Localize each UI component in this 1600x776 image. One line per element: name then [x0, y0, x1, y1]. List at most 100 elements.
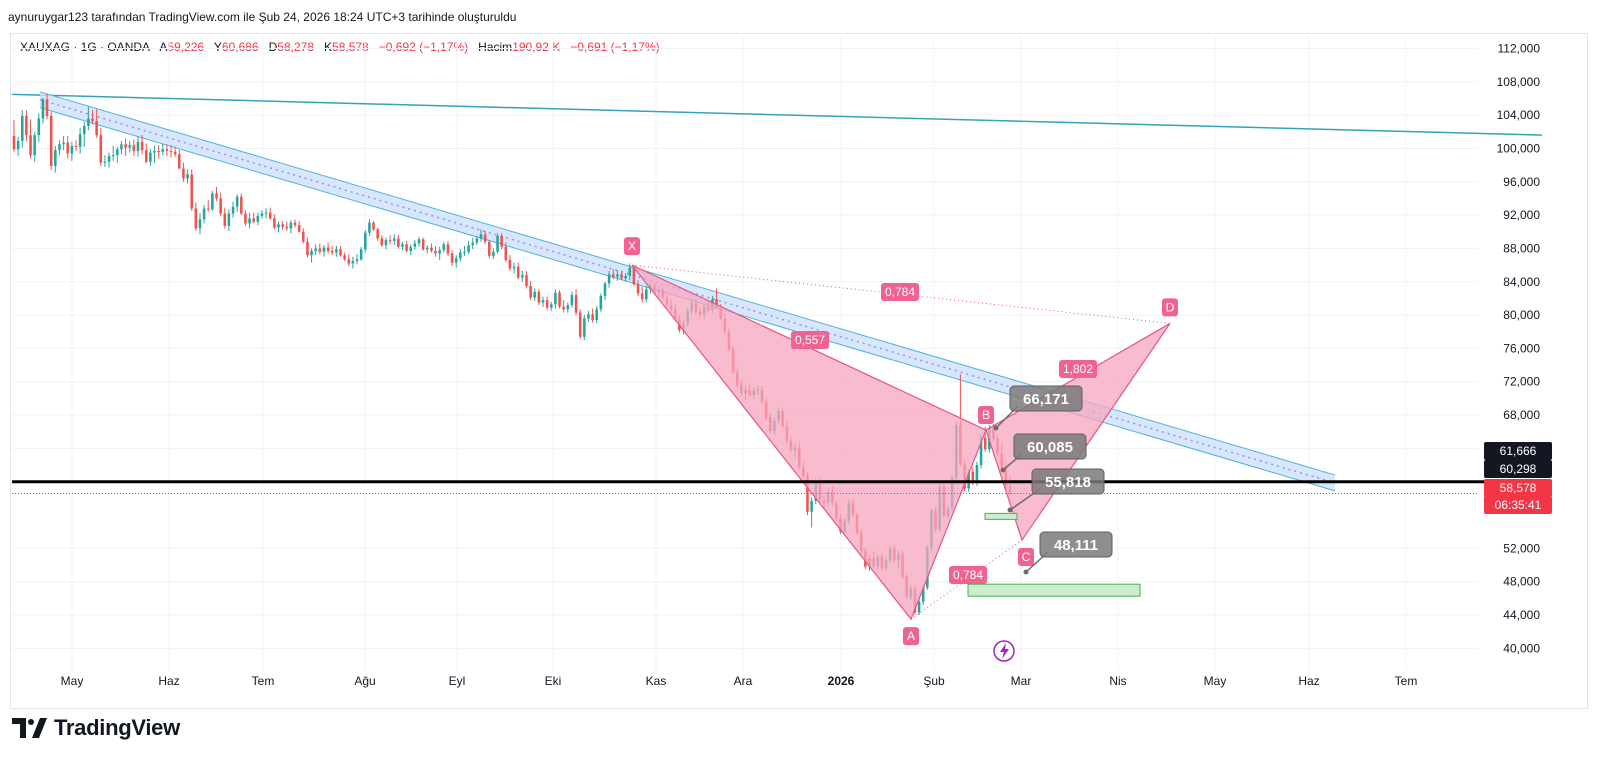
- candle: [297, 220, 301, 233]
- x-axis-tick-label: Tem: [252, 674, 275, 688]
- pattern-point-label: A: [903, 627, 919, 646]
- candle-body: [355, 259, 359, 261]
- candle: [537, 289, 541, 306]
- candle-body: [640, 293, 644, 300]
- candle: [558, 290, 561, 309]
- candle-body: [421, 239, 425, 250]
- candle-body: [202, 208, 206, 220]
- candle-body: [463, 251, 466, 253]
- pattern-point-label: B: [978, 406, 994, 425]
- candle-body: [314, 248, 317, 251]
- price-tag: 58,578: [1484, 479, 1552, 497]
- candle-body: [318, 248, 322, 252]
- ratio-label-box: [1059, 360, 1097, 378]
- candle: [322, 245, 326, 257]
- candle: [545, 296, 549, 311]
- candle-body: [173, 151, 177, 155]
- candle: [240, 193, 243, 216]
- price-callout: 48,111: [1023, 531, 1113, 575]
- candle: [186, 169, 189, 184]
- candle-body: [521, 275, 524, 278]
- candle-body: [211, 193, 214, 210]
- candle-body: [12, 135, 16, 150]
- candle-body: [91, 118, 94, 121]
- candle-body: [372, 222, 375, 230]
- y-axis-tick-label: 88,000: [1503, 241, 1540, 255]
- candle: [388, 235, 392, 245]
- candle: [107, 152, 111, 168]
- candle: [434, 245, 437, 257]
- candle-body: [306, 241, 309, 256]
- ratio-label-box: [791, 331, 829, 349]
- tradingview-logo[interactable]: TradingView: [12, 715, 180, 740]
- candle: [33, 131, 36, 162]
- candle: [492, 248, 495, 260]
- candle: [364, 230, 367, 253]
- price-tag-box: [1484, 442, 1552, 460]
- candle: [235, 194, 239, 212]
- candle-body: [611, 274, 615, 277]
- candle: [82, 121, 86, 147]
- y-axis-tick-label: 96,000: [1503, 175, 1540, 189]
- candle-body: [525, 275, 528, 286]
- candle: [351, 256, 355, 269]
- candle: [91, 110, 94, 125]
- candle: [335, 245, 338, 257]
- candle-body: [376, 229, 379, 239]
- candle: [479, 229, 483, 242]
- candle-body: [273, 218, 276, 228]
- candle-body: [475, 238, 479, 243]
- candle-body: [483, 234, 487, 242]
- candle: [508, 255, 512, 271]
- candle-body: [116, 149, 119, 156]
- candle: [149, 149, 152, 166]
- candle-body: [95, 120, 98, 136]
- candle-body: [529, 285, 532, 298]
- candle-body: [487, 241, 491, 256]
- candle: [78, 127, 82, 154]
- candle: [124, 138, 127, 156]
- candle-body: [285, 226, 289, 229]
- candle: [417, 236, 421, 247]
- symbol-name[interactable]: XAUXAG · 1G · OANDA: [20, 40, 151, 54]
- candle: [277, 221, 280, 233]
- candle-body: [297, 225, 301, 232]
- point-label-box: [978, 406, 994, 425]
- candle: [37, 113, 41, 142]
- candle: [326, 242, 330, 254]
- candle: [574, 289, 578, 316]
- point-label-text: D: [1166, 300, 1175, 314]
- candle: [529, 280, 532, 301]
- candle-body: [599, 295, 603, 310]
- candle-body: [516, 266, 520, 278]
- candle: [500, 233, 503, 250]
- candle: [355, 254, 359, 265]
- candle: [20, 110, 24, 148]
- candle: [157, 145, 160, 159]
- x-axis-tick-label: May: [1204, 674, 1227, 688]
- candle-body: [392, 238, 396, 241]
- candle: [372, 220, 375, 231]
- candle-body: [417, 239, 421, 244]
- candle: [599, 293, 603, 312]
- candle-body: [256, 215, 260, 222]
- candle-body: [335, 249, 338, 253]
- x-axis-tick-label: Ara: [734, 674, 753, 688]
- candle-body: [450, 253, 454, 263]
- candle: [715, 288, 718, 309]
- candle: [169, 145, 173, 158]
- y-axis-tick-label: 52,000: [1503, 541, 1540, 555]
- callout-box: [1039, 531, 1113, 558]
- candle: [128, 140, 131, 153]
- candle-body: [264, 212, 268, 214]
- callout-anchor: [1000, 467, 1006, 473]
- volume-label: Hacim: [478, 40, 513, 54]
- candle-body: [442, 244, 446, 251]
- candle: [194, 202, 198, 231]
- candle: [516, 262, 520, 280]
- candle-body: [397, 238, 400, 247]
- chart-attribution: aynuruygar123 tarafından TradingView.com…: [8, 10, 517, 24]
- candle: [616, 270, 619, 281]
- candle-body: [541, 300, 545, 303]
